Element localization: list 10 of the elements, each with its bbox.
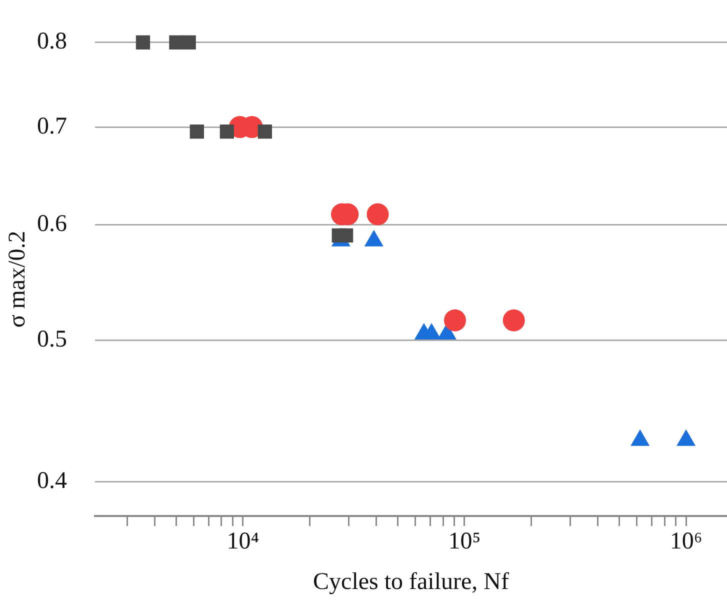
y-tick-label: 0.8 — [37, 28, 67, 55]
y-axis-title: σ max/0.2 — [4, 230, 31, 328]
y-tick-label: 0.6 — [37, 211, 67, 238]
x-axis-title: Cycles to failure, Nf — [313, 568, 509, 595]
x-tick-label: 10⁶ — [670, 528, 702, 555]
y-tick-label: 0.7 — [37, 113, 67, 140]
y-tick-label: 0.4 — [37, 468, 67, 494]
x-tick-label: 10⁵ — [448, 528, 481, 555]
y-tick-label: 0.5 — [37, 326, 67, 353]
x-tick-label: 10⁴ — [226, 528, 260, 555]
